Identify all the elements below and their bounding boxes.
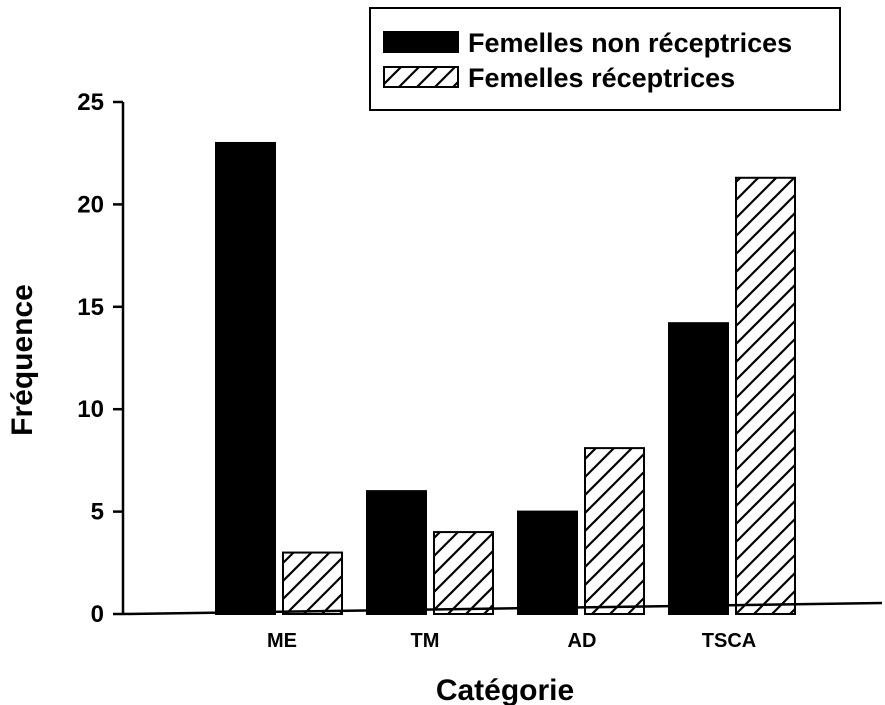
x-tick-label-tm: TM [411, 630, 440, 652]
legend-label-series-1: Femelles non réceptrices [468, 28, 792, 58]
legend-box [369, 7, 841, 111]
y-tick-label: 0 [91, 601, 104, 628]
legend-swatch-hatched [383, 66, 459, 88]
bars [215, 141, 796, 616]
legend: Femelles non réceptrices Femelles récept… [369, 7, 841, 111]
y-tick-label: 20 [77, 191, 104, 218]
y-tick-label: 10 [77, 396, 104, 423]
y-tick-label: 25 [77, 89, 104, 116]
x-axis-title: Catégorie [436, 674, 574, 705]
bar-tsca-series-2 [735, 176, 796, 615]
y-axis-title: Fréquence [6, 284, 39, 436]
bar-ad-series-2 [584, 447, 645, 615]
y-ticks: 0 5 10 15 20 25 [77, 89, 123, 628]
legend-swatch-solid [383, 31, 459, 53]
legend-label-series-2: Femelles réceptrices [468, 63, 735, 93]
x-axis-line [122, 601, 883, 616]
bar-ad-series-1 [517, 510, 578, 616]
y-tick-label: 5 [91, 499, 104, 526]
x-tick-label-me: ME [267, 630, 297, 652]
bar-me-series-1 [215, 141, 276, 616]
bar-me-series-2 [282, 551, 343, 615]
x-ticks: ME TM AD TSCA [267, 630, 756, 652]
x-tick-label-tsca: TSCA [702, 630, 756, 652]
bar-tsca-series-1 [668, 322, 729, 615]
axes [121, 102, 883, 616]
x-tick-label-ad: AD [568, 630, 597, 652]
bar-tm-series-1 [366, 490, 427, 615]
y-tick-label: 15 [77, 294, 104, 321]
bar-tm-series-2 [433, 531, 494, 616]
